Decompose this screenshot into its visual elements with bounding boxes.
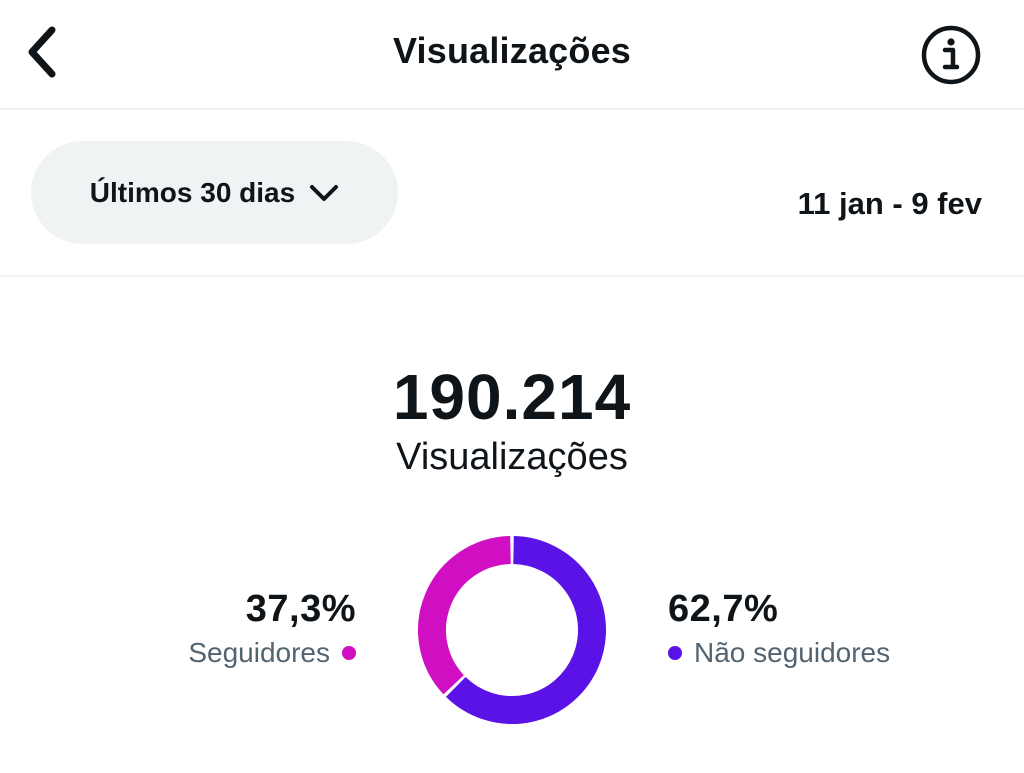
back-button[interactable] <box>18 20 66 84</box>
non-followers-label: Não seguidores <box>694 637 891 668</box>
chevron-down-icon <box>310 184 339 201</box>
page-title: Visualizações <box>392 30 632 71</box>
top-bar: Visualizações <box>0 0 1024 110</box>
date-range-dropdown-label: Últimos 30 dias <box>89 176 296 208</box>
non-followers-percent: 62,7% <box>668 588 779 630</box>
followers-label: Seguidores <box>188 637 330 668</box>
followers-percent: 37,3% <box>245 588 356 630</box>
total-views: 190.214 <box>392 361 632 433</box>
views-donut-chart <box>418 536 606 724</box>
followers-dot <box>342 646 356 660</box>
info-button[interactable] <box>918 22 984 88</box>
date-range-text: 11 jan - 9 fev <box>797 186 982 221</box>
non-followers-dot <box>668 646 682 660</box>
legend-non-followers: 62,7% Não seguidores <box>668 588 890 669</box>
chevron-left-icon <box>28 26 56 78</box>
date-range-dropdown[interactable]: Últimos 30 dias <box>31 141 398 244</box>
total-views-label: Visualizações <box>396 436 628 478</box>
donut-slice-followers <box>418 536 512 695</box>
filter-bar: Últimos 30 dias 11 jan - 9 fev <box>0 110 1024 277</box>
donut-slice-non-followers <box>445 536 606 724</box>
info-circle-icon <box>921 25 981 85</box>
legend-followers: 37,3% Seguidores <box>188 588 356 669</box>
